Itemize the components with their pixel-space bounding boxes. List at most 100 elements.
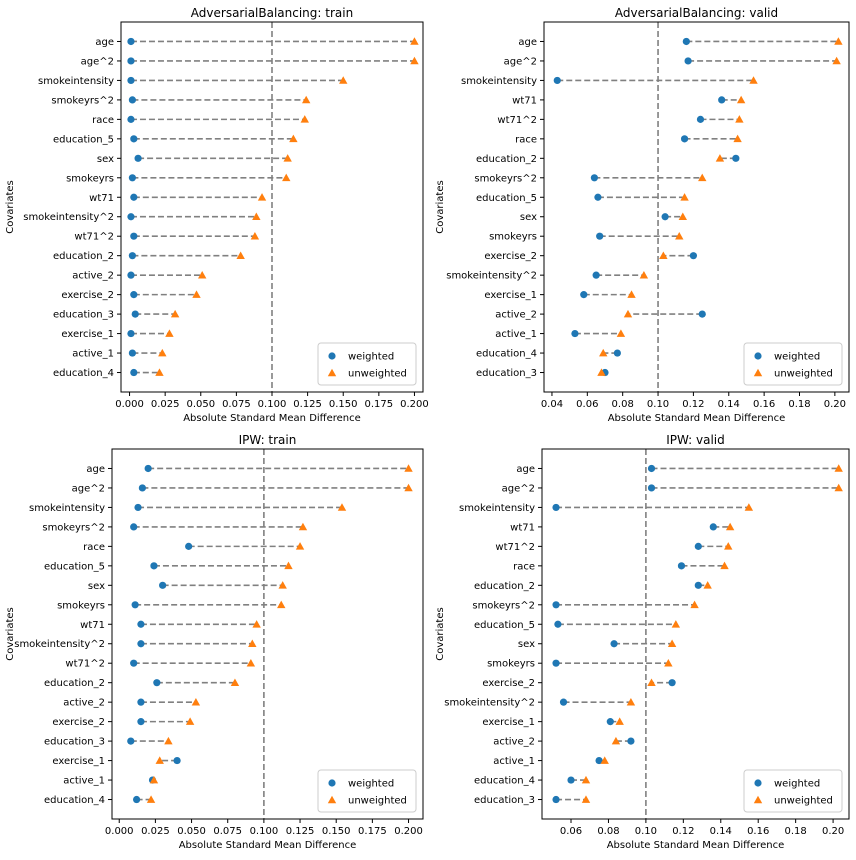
weighted-point [130,291,138,299]
weighted-point [613,349,621,357]
weighted-point [647,464,656,473]
weighted-point [130,659,138,667]
weighted-point [606,718,614,726]
weighted-point [684,57,692,65]
legend-unweighted-marker [753,368,763,377]
unweighted-point [337,503,347,511]
weighted-point [647,484,656,492]
y-tick-label: wt71 [510,522,535,533]
y-tick-label: wt71^2 [74,232,114,243]
weighted-point [596,232,604,240]
x-tick-label: 0.06 [560,826,582,837]
weighted-point [130,232,138,240]
unweighted-point [744,503,754,511]
y-tick-label: age^2 [72,483,105,494]
y-tick-label: education_2 [53,251,114,262]
weighted-point [144,464,152,473]
unweighted-point [626,697,636,706]
weighted-point [130,135,138,143]
weighted-point [159,581,167,589]
weighted-point [677,562,686,570]
unweighted-point [664,659,673,667]
weighted-point [732,154,740,162]
unweighted-point [720,561,729,570]
unweighted-point [690,600,699,609]
y-tick-label: smokeintensity [38,76,114,87]
unweighted-point [724,542,733,550]
weighted-point [127,213,135,221]
y-tick-label: race [83,542,105,553]
unweighted-point [725,522,735,531]
y-tick-label: smokeyrs [487,659,535,670]
y-tick-label: exercise_1 [52,756,105,767]
weighted-point [130,193,138,201]
legend-weighted-label: weighted [348,352,394,363]
chart-panel-1: AdversarialBalancing: train age age^2 smoke… [5,6,429,424]
legend-unweighted-label: unweighted [774,796,833,807]
legend-weighted-marker [328,352,336,360]
y-tick-label: smokeintensity [461,76,537,87]
weighted-point [137,620,145,628]
unweighted-point [165,329,174,337]
y-tick-label: education_4 [53,368,114,379]
y-tick-label: sex [520,212,537,223]
plot-frame [541,448,850,820]
y-tick-label: active_2 [63,698,105,709]
weighted-point [668,679,676,687]
y-tick-label: wt71^2 [495,542,535,553]
unweighted-point [678,212,687,221]
y-tick-label: smokeyrs [57,600,105,611]
legend-weighted-label: weighted [774,352,820,363]
weighted-point [592,271,600,279]
weighted-point [580,291,588,299]
weighted-point [173,756,181,765]
y-tick-label: smokeyrs^2 [51,95,114,106]
x-axis-label: Absolute Standard Mean Difference [179,840,357,851]
x-axis-label: Absolute Standard Mean Difference [608,413,786,424]
legend-weighted-label: weighted [348,779,394,790]
weighted-point [552,601,560,609]
y-tick-label: education_3 [476,368,537,379]
unweighted-point [155,368,164,376]
y-tick-label: age [86,464,105,475]
x-axis-label: Absolute Standard Mean Difference [607,840,785,851]
unweighted-point [735,115,744,123]
weighted-point [127,737,135,745]
y-tick-label: wt71 [89,193,114,204]
weighted-point [627,737,635,745]
y-tick-label: active_2 [72,271,114,282]
y-tick-label: education_5 [44,561,105,572]
x-tick-label: 0.050 [177,826,206,837]
unweighted-point [164,736,173,745]
weighted-point [590,174,598,182]
x-tick-label: 0.125 [286,826,315,837]
x-tick-label: 0.200 [394,826,423,837]
x-tick-label: 0.08 [597,826,619,837]
y-tick-label: smokeintensity^2 [23,212,114,223]
y-tick-label: sex [518,639,535,650]
y-tick-label: smokeintensity^2 [446,271,537,282]
legend-box [317,769,417,813]
y-tick-label: education_3 [474,795,535,806]
y-tick-label: sex [97,154,114,165]
x-tick-label: 0.12 [682,399,704,410]
x-tick-label: 0.150 [329,399,358,410]
weighted-point [553,76,561,85]
x-tick-label: 0.000 [115,399,144,410]
y-tick-label: age^2 [81,56,114,67]
x-axis-label: Absolute Standard Mean Difference [183,413,361,424]
weighted-point [552,795,560,804]
legend-weighted-label: weighted [774,779,820,790]
unweighted-point [283,154,292,162]
y-axis-label: Covariates [435,180,446,233]
weighted-point [134,503,142,512]
y-tick-label: active_1 [495,329,537,340]
unweighted-point [599,348,608,357]
y-axis-label: Covariates [435,607,446,660]
weighted-point [134,154,142,162]
y-tick-label: smokeintensity^2 [14,639,105,650]
weighted-point [127,115,135,123]
x-tick-label: 0.125 [293,399,322,410]
legend-weighted-marker [754,779,762,787]
weighted-point [661,213,669,221]
